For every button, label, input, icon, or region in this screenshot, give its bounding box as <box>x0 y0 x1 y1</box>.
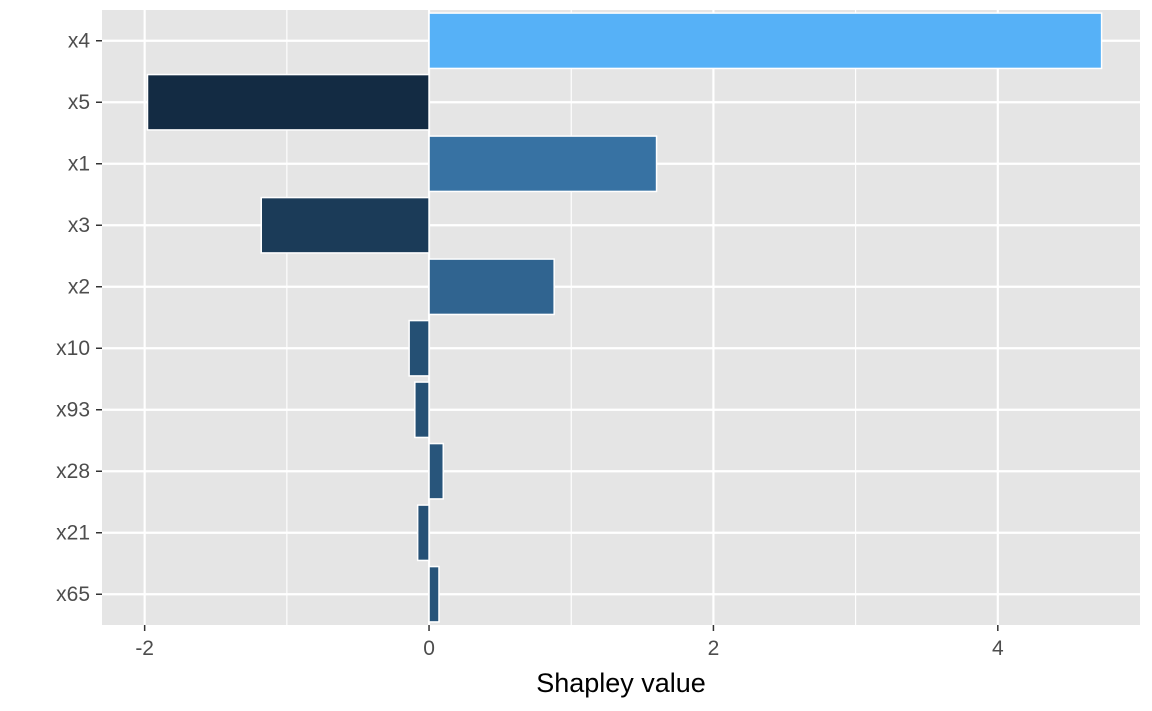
y-tick-label: x28 <box>56 460 90 483</box>
y-axis-ticks: x4 x5 x1 x3 x2 x10 x93 x28 x21 x65 <box>56 29 102 606</box>
bar-x65 <box>428 565 440 623</box>
y-tick-label: x4 <box>68 29 91 52</box>
bar-x5 <box>146 73 430 131</box>
y-tick-label: x65 <box>56 583 90 606</box>
bars <box>146 12 1103 623</box>
y-tick-label: x5 <box>68 91 90 114</box>
y-tick-label: x2 <box>68 275 90 298</box>
bar-x10 <box>408 319 430 377</box>
y-tick-label: x1 <box>68 152 90 175</box>
x-tick-label: 0 <box>423 637 435 660</box>
bar-x93 <box>414 381 430 439</box>
x-tick-label: 2 <box>708 637 720 660</box>
bar-x21 <box>416 504 430 562</box>
x-tick-label: 4 <box>992 637 1004 660</box>
y-tick-label: x3 <box>68 214 90 237</box>
bar-x3 <box>260 196 430 254</box>
y-tick-label: x93 <box>56 398 90 421</box>
bar-x28 <box>428 442 445 500</box>
x-axis-ticks: -2 0 2 4 <box>135 625 1004 660</box>
x-axis-title: Shapley value <box>536 668 706 698</box>
bar-x2 <box>428 258 555 316</box>
bar-x4 <box>428 12 1103 70</box>
y-tick-label: x10 <box>56 337 90 360</box>
bar-x1 <box>428 135 658 193</box>
y-tick-label: x21 <box>56 521 90 544</box>
x-tick-label: -2 <box>135 637 154 660</box>
